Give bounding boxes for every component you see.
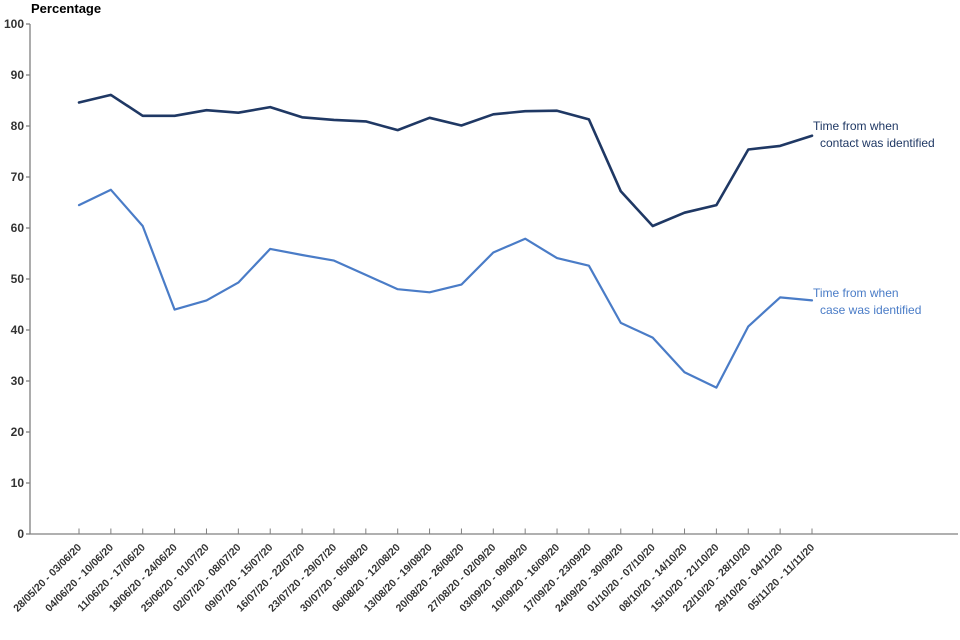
y-tick-label: 0 [17, 527, 24, 541]
y-tick-label: 90 [11, 68, 25, 82]
y-axis-title: Percentage [31, 1, 102, 16]
y-tick-label: 80 [11, 119, 25, 133]
series-label-contact: Time from when contact was identified [813, 118, 935, 151]
y-tick-label: 10 [11, 476, 25, 490]
series-label-case-line1: Time from when [813, 286, 899, 300]
y-axis-ticks: 0 10 20 30 40 50 60 70 80 90 100 [4, 17, 30, 541]
axes [29, 24, 958, 535]
y-tick-label: 40 [11, 323, 25, 337]
y-tick-label: 70 [11, 170, 25, 184]
series-label-case: Time from when case was identified [813, 285, 921, 318]
y-tick-label: 20 [11, 425, 25, 439]
y-tick-label: 100 [4, 17, 24, 31]
axis-lines [29, 24, 958, 535]
series-line-case [77, 188, 814, 389]
series-label-contact-line1: Time from when [813, 119, 899, 133]
y-tick-label: 30 [11, 374, 25, 388]
series-label-contact-line2: contact was identified [820, 135, 935, 150]
y-tick-label: 50 [11, 272, 25, 286]
y-tick-label: 60 [11, 221, 25, 235]
series-line-contact [77, 93, 814, 228]
series-label-case-line2: case was identified [820, 302, 922, 317]
series-lines [77, 93, 814, 389]
